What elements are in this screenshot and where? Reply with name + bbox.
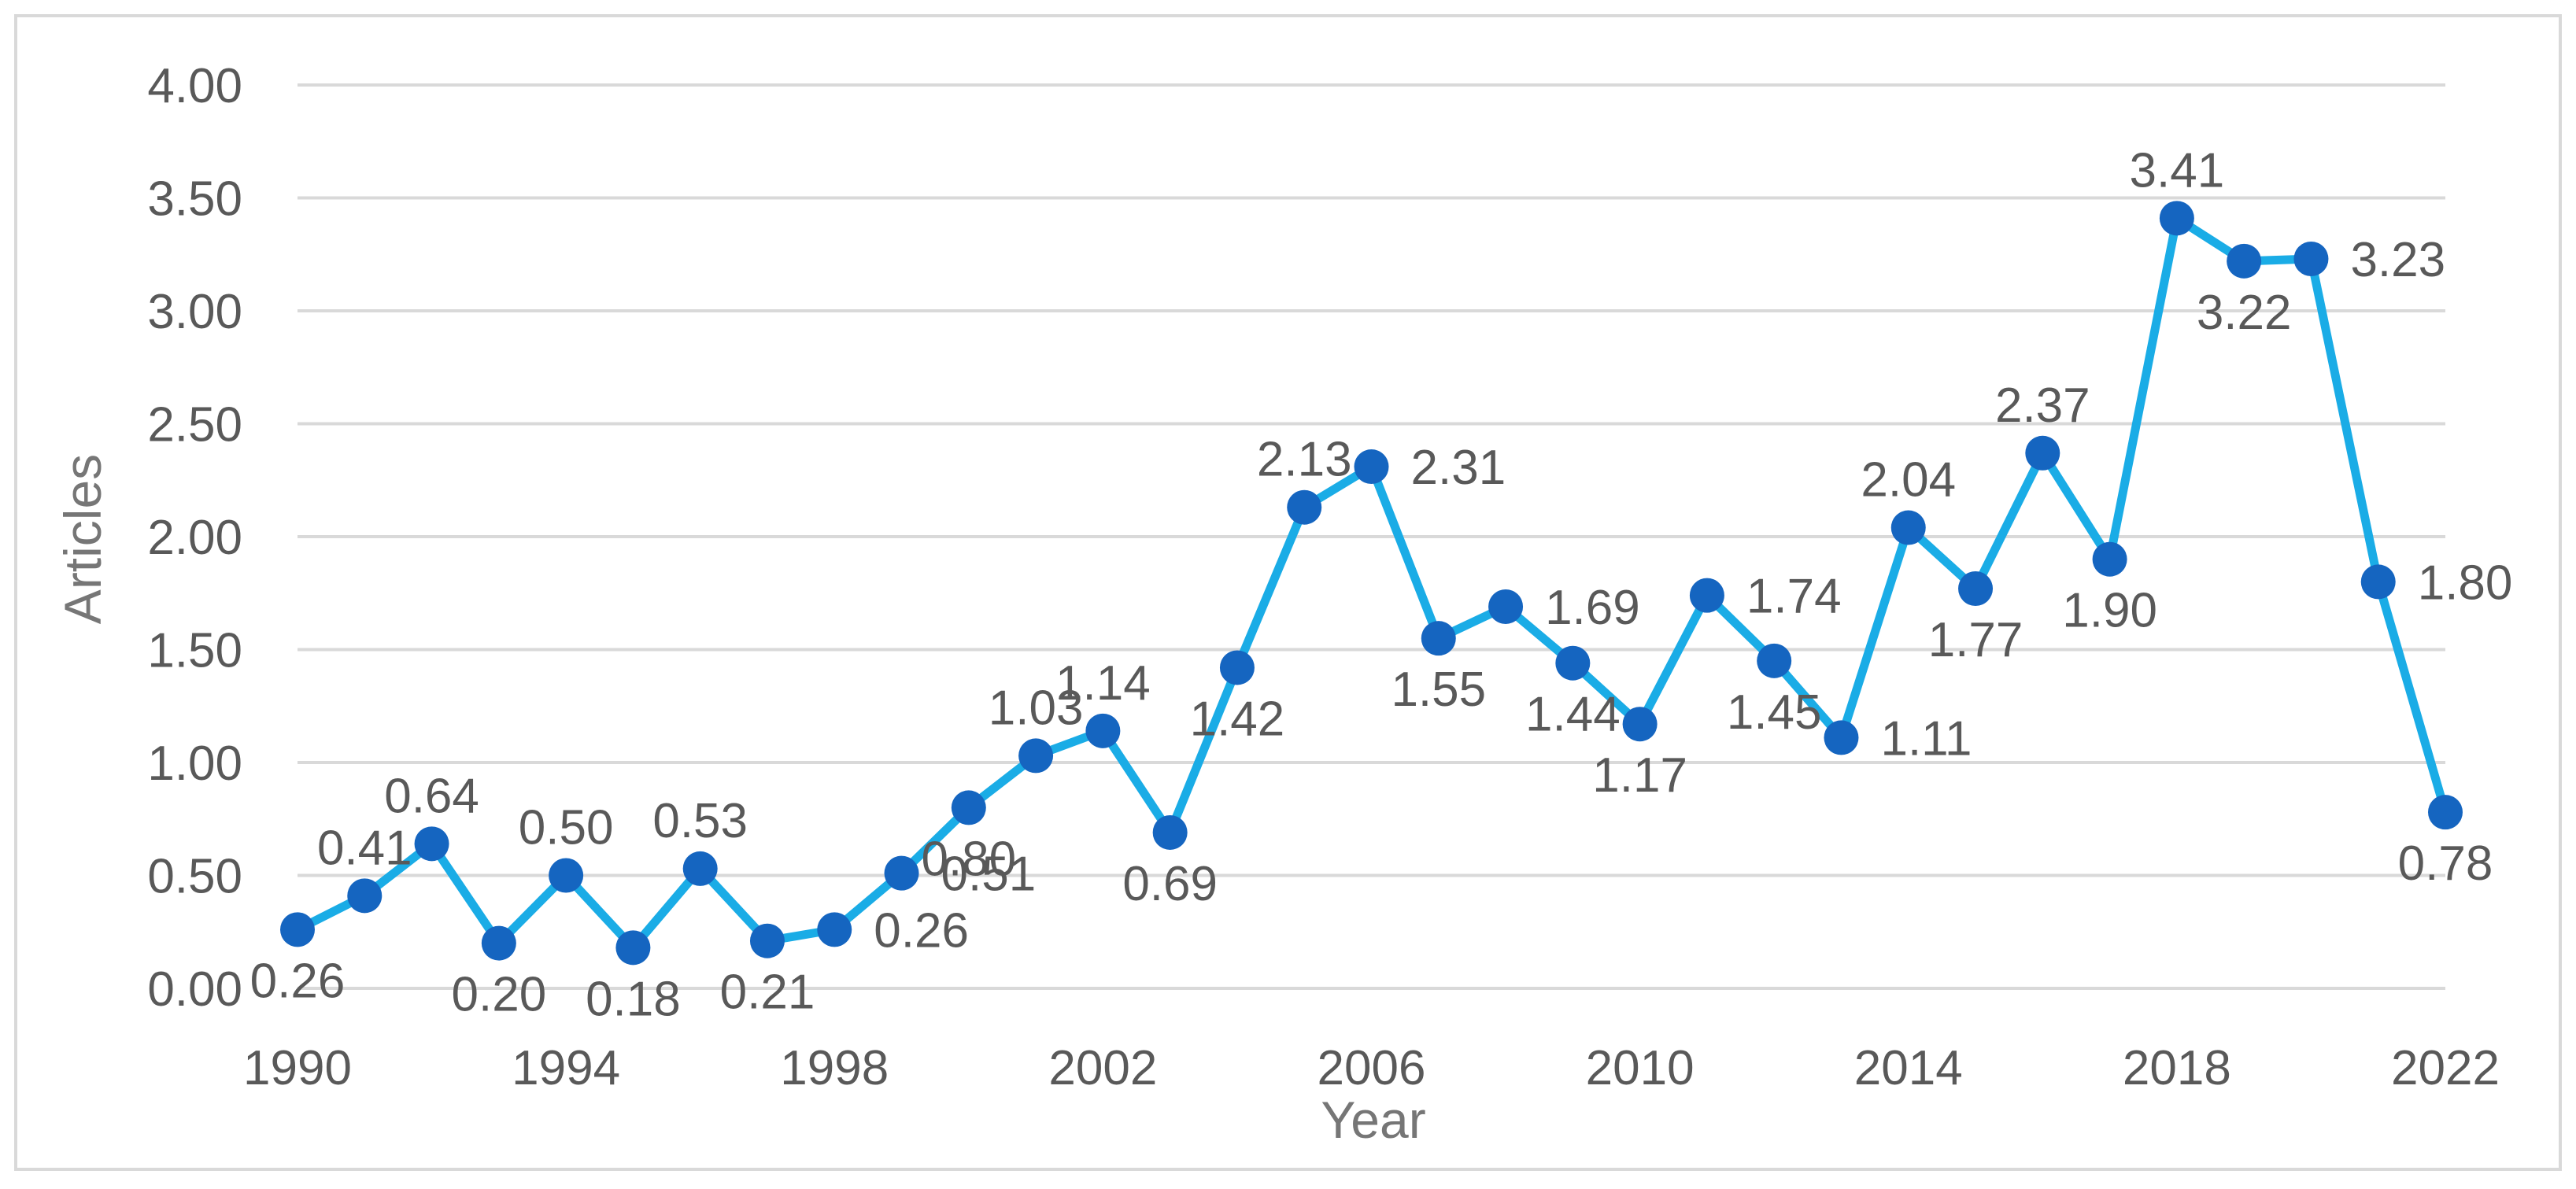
data-point bbox=[1421, 621, 1456, 656]
series-markers bbox=[280, 201, 2463, 966]
y-tick-label: 3.00 bbox=[147, 285, 242, 339]
data-point bbox=[2092, 541, 2127, 577]
data-point bbox=[749, 923, 785, 958]
y-axis-title: Articles bbox=[54, 454, 112, 624]
x-tick-label: 2014 bbox=[1854, 1041, 1963, 1095]
data-label: 0.80 bbox=[921, 832, 1016, 886]
y-tick-label: 2.00 bbox=[147, 511, 242, 565]
data-point bbox=[884, 855, 919, 891]
data-label: 0.78 bbox=[2398, 836, 2493, 891]
data-label: 1.42 bbox=[1190, 692, 1285, 746]
data-point bbox=[280, 912, 315, 947]
data-label: 2.04 bbox=[1861, 453, 1956, 508]
y-tick-label: 3.50 bbox=[147, 172, 242, 227]
y-tick-label: 0.00 bbox=[147, 962, 242, 1017]
x-axis-ticks: 1990 1994 1998 2002 2006 2010 2014 2018 2022 bbox=[243, 1041, 2500, 1095]
data-label: 0.21 bbox=[720, 966, 815, 1020]
data-point bbox=[414, 826, 449, 862]
data-label: 1.55 bbox=[1391, 663, 1486, 717]
data-point bbox=[1085, 713, 1121, 748]
data-point bbox=[1622, 707, 1658, 742]
data-label: 0.26 bbox=[250, 954, 346, 1008]
data-label: 3.23 bbox=[2350, 233, 2445, 287]
data-point bbox=[2159, 201, 2194, 236]
data-point bbox=[817, 912, 852, 947]
data-label: 0.26 bbox=[874, 903, 969, 958]
data-point bbox=[682, 851, 718, 886]
data-label: 3.41 bbox=[2130, 143, 2225, 198]
data-point bbox=[1890, 510, 1926, 545]
x-tick-label: 2002 bbox=[1048, 1041, 1157, 1095]
data-label: 0.20 bbox=[452, 968, 547, 1022]
data-label: 1.03 bbox=[989, 681, 1084, 735]
data-point bbox=[2293, 241, 2329, 276]
data-label: 2.37 bbox=[1995, 378, 2090, 433]
data-point bbox=[1152, 814, 1188, 850]
data-label: 0.18 bbox=[586, 972, 681, 1026]
data-point bbox=[1354, 449, 1389, 485]
data-point bbox=[1219, 650, 1255, 685]
x-tick-label: 2018 bbox=[2123, 1041, 2231, 1095]
x-tick-label: 1998 bbox=[780, 1041, 889, 1095]
x-tick-label: 2006 bbox=[1318, 1041, 1426, 1095]
y-axis-ticks: 0.00 0.50 1.00 1.50 2.00 2.50 3.00 3.50 4.00 bbox=[147, 59, 242, 1017]
data-label: 1.90 bbox=[2062, 584, 2157, 638]
y-tick-label: 1.50 bbox=[147, 624, 242, 678]
data-label: 0.51 bbox=[941, 847, 1037, 902]
data-point bbox=[1757, 643, 1792, 678]
y-tick-label: 0.50 bbox=[147, 850, 242, 904]
data-label: 1.77 bbox=[1928, 613, 2023, 667]
data-point bbox=[1958, 571, 1994, 607]
data-label: 1.74 bbox=[1746, 570, 1842, 624]
x-tick-label: 1994 bbox=[512, 1041, 620, 1095]
data-point bbox=[2360, 564, 2396, 600]
y-tick-label: 4.00 bbox=[147, 59, 242, 113]
data-label: 0.50 bbox=[519, 801, 614, 855]
data-label: 1.44 bbox=[1525, 688, 1621, 742]
data-label: 0.41 bbox=[317, 821, 412, 875]
data-point bbox=[1287, 489, 1322, 525]
data-point bbox=[951, 790, 986, 825]
data-point bbox=[347, 878, 383, 914]
chart-border bbox=[14, 14, 2562, 1171]
data-point bbox=[549, 858, 584, 893]
data-label: 0.53 bbox=[652, 794, 748, 848]
data-label: 1.69 bbox=[1545, 581, 1640, 635]
data-label: 1.80 bbox=[2418, 556, 2513, 610]
data-label: 1.45 bbox=[1727, 685, 1822, 740]
x-axis-title: Year bbox=[1321, 1091, 1425, 1149]
data-point bbox=[615, 930, 651, 966]
x-tick-label: 2022 bbox=[2391, 1041, 2500, 1095]
data-point bbox=[1824, 720, 1859, 755]
x-tick-label: 2010 bbox=[1586, 1041, 1695, 1095]
data-label: 1.11 bbox=[1880, 711, 1972, 766]
y-tick-label: 2.50 bbox=[147, 398, 242, 452]
data-point bbox=[2428, 795, 2463, 830]
data-labels: 0.260.410.640.200.500.180.530.210.260.51… bbox=[250, 143, 2513, 1026]
y-tick-label: 1.00 bbox=[147, 737, 242, 791]
data-point bbox=[2227, 243, 2262, 279]
data-point bbox=[2025, 435, 2060, 471]
data-label: 0.69 bbox=[1122, 857, 1218, 911]
data-label: 0.64 bbox=[384, 769, 479, 823]
data-label: 1.17 bbox=[1592, 748, 1687, 803]
data-label: 1.14 bbox=[1055, 656, 1151, 711]
x-tick-label: 1990 bbox=[243, 1041, 352, 1095]
data-point bbox=[481, 925, 516, 961]
data-point bbox=[1488, 589, 1524, 624]
data-label: 3.22 bbox=[2197, 286, 2292, 340]
data-point bbox=[1555, 645, 1591, 681]
data-label: 2.13 bbox=[1257, 433, 1352, 487]
data-point bbox=[1018, 738, 1054, 774]
data-point bbox=[1689, 578, 1724, 613]
gridlines bbox=[298, 83, 2445, 990]
data-label: 2.31 bbox=[1411, 441, 1506, 495]
